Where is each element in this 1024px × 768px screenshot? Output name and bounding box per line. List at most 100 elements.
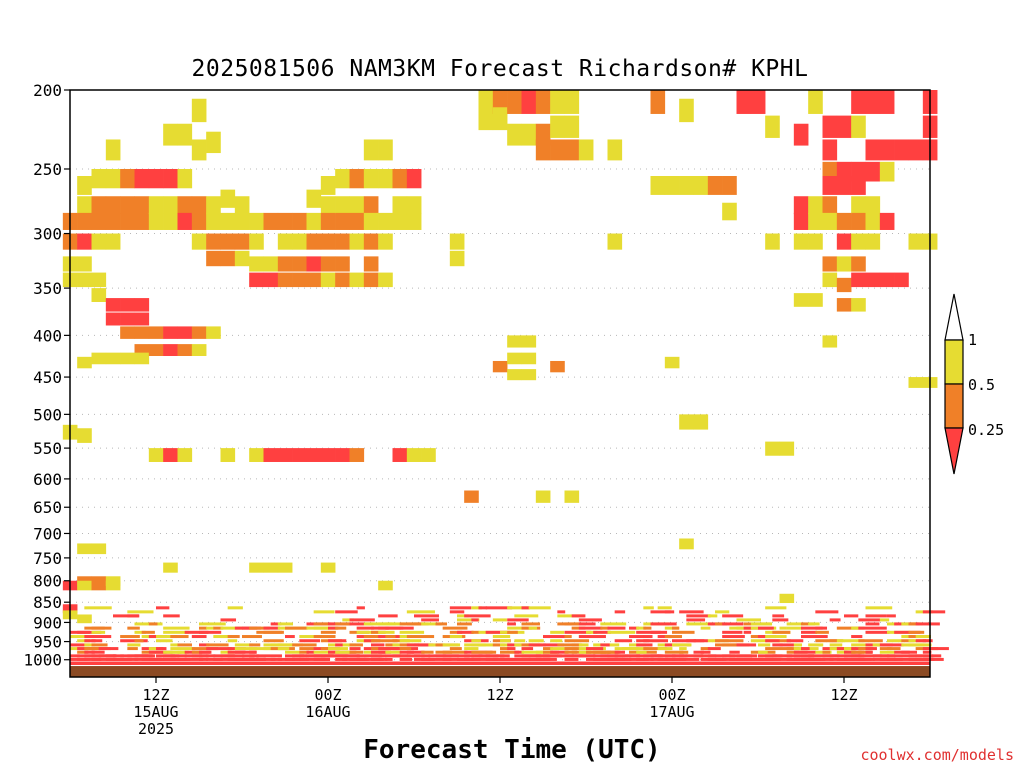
ri-cell: [77, 580, 92, 591]
bl-streak: [858, 647, 866, 651]
bl-streak: [457, 630, 474, 634]
bl-streak: [399, 657, 413, 661]
ri-cell: [865, 139, 881, 161]
ri-cell: [277, 233, 293, 250]
bl-streak: [908, 622, 920, 626]
bl-streak: [363, 635, 382, 639]
bl-streak: [392, 654, 401, 658]
boundary-layer-bands: [70, 606, 949, 665]
ri-cell: [263, 256, 279, 272]
ri-cell: [249, 256, 264, 272]
bl-streak: [127, 626, 140, 630]
ri-cell: [91, 168, 107, 189]
bl-streak: [858, 654, 882, 658]
bl-streak: [184, 630, 209, 634]
bl-streak: [485, 650, 497, 654]
bl-streak: [285, 626, 308, 630]
bl-streak: [70, 654, 80, 658]
bl-streak: [858, 626, 887, 630]
ri-cell: [249, 448, 264, 462]
ri-cell: [851, 212, 866, 230]
ri-cell: [134, 168, 150, 189]
ri-cell: [851, 196, 866, 215]
ri-cell: [292, 448, 307, 462]
bl-streak: [872, 643, 883, 647]
bl-streak: [729, 650, 740, 654]
bl-streak: [113, 614, 140, 618]
bl-streak: [356, 626, 375, 630]
bl-streak: [500, 650, 520, 654]
bl-streak: [636, 626, 647, 630]
ri-cell: [765, 115, 780, 138]
bl-streak: [722, 614, 744, 618]
bl-streak: [442, 643, 461, 647]
bl-streak: [894, 654, 923, 658]
bl-streak: [786, 622, 805, 626]
bl-streak: [578, 654, 596, 658]
ri-cell: [363, 196, 379, 215]
ri-cell: [822, 272, 838, 288]
bl-streak: [801, 622, 815, 626]
ri-cell: [865, 212, 881, 230]
y-tick-label: 700: [33, 524, 62, 543]
ri-cell: [191, 233, 207, 250]
bl-streak: [471, 643, 494, 647]
bl-streak: [77, 639, 91, 643]
bl-streak: [449, 635, 463, 639]
plot-frame: [69, 89, 931, 678]
ri-cell: [363, 168, 379, 189]
bl-streak: [263, 626, 281, 630]
bl-streak: [851, 654, 862, 658]
ri-cell: [894, 272, 909, 288]
ri-cell: [91, 543, 107, 555]
ri-cell: [163, 168, 178, 189]
bl-streak: [786, 654, 801, 658]
bl-streak: [901, 650, 910, 654]
bl-streak: [399, 650, 414, 654]
bl-streak: [922, 654, 942, 658]
ri-cell: [378, 233, 393, 250]
bl-streak: [277, 643, 295, 647]
bl-streak: [492, 643, 505, 647]
bl-streak: [693, 654, 703, 658]
bl-streak: [213, 657, 223, 661]
bl-streak: [356, 654, 379, 658]
bl-streak: [865, 622, 880, 626]
ri-cell: [177, 212, 193, 230]
bl-streak: [679, 647, 687, 651]
ri-cell: [148, 344, 164, 356]
bl-streak: [636, 647, 649, 651]
ri-cell: [234, 196, 250, 215]
ri-cell: [91, 580, 107, 591]
bl-streak: [299, 650, 309, 654]
bl-streak: [879, 657, 890, 661]
bl-streak: [851, 643, 871, 647]
ri-cell: [535, 139, 551, 161]
bl-streak: [242, 635, 262, 639]
bl-streak: [550, 647, 578, 651]
bl-streak: [399, 635, 409, 639]
ri-cell: [363, 256, 379, 272]
ri-cell: [335, 256, 350, 272]
bl-streak: [686, 622, 714, 626]
bl-streak: [313, 626, 340, 630]
bl-streak: [199, 622, 226, 626]
ri-cell: [492, 360, 508, 373]
bl-streak: [507, 626, 533, 630]
bl-streak: [514, 614, 539, 618]
bl-streak: [349, 643, 363, 647]
ri-cell: [220, 250, 236, 267]
ri-cell: [320, 448, 336, 462]
ri-cell: [220, 448, 236, 462]
bl-streak: [750, 622, 773, 626]
ri-cell: [822, 212, 838, 230]
bl-streak: [715, 622, 727, 626]
bl-streak: [500, 647, 509, 651]
ri-cell: [306, 272, 322, 288]
bl-streak: [707, 614, 718, 618]
bl-streak: [435, 622, 448, 626]
bl-streak: [335, 654, 360, 658]
bl-streak: [815, 630, 829, 634]
bl-streak: [70, 635, 95, 639]
bl-streak: [528, 639, 544, 643]
